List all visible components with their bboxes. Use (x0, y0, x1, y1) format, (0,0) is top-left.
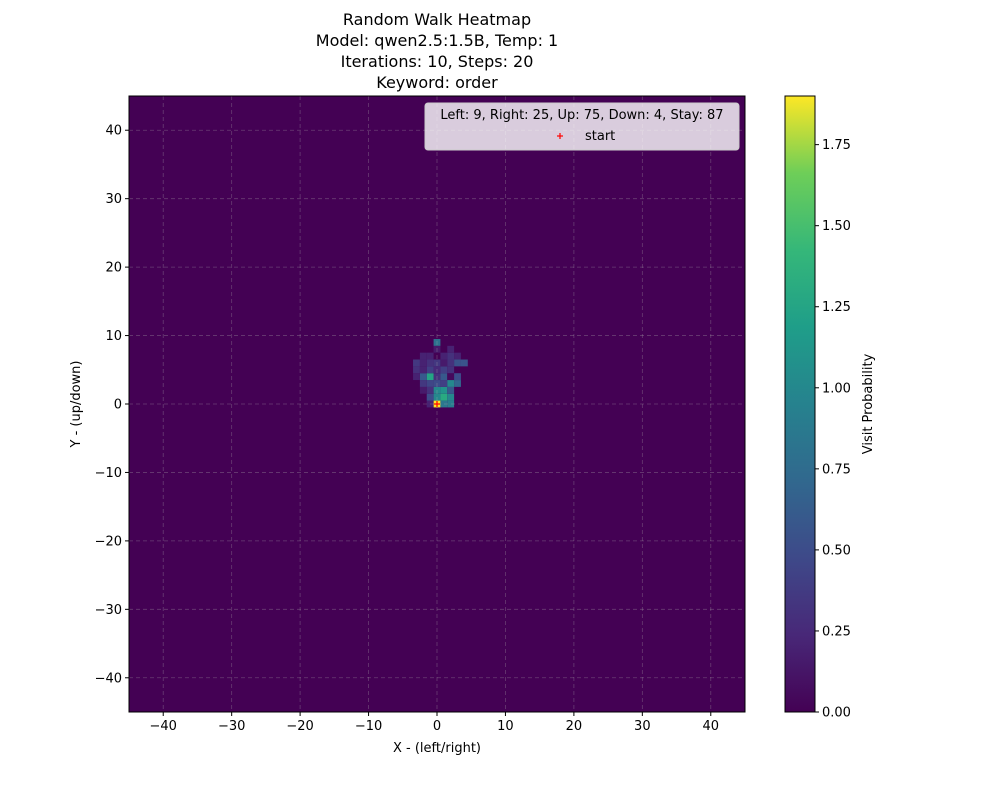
heatmap-cell (440, 380, 448, 387)
colorbar-tick-label: 0.00 (822, 706, 851, 721)
heatmap-cell (440, 366, 448, 374)
heatmap-cell (454, 373, 461, 381)
colorbar-tick-label: 1.25 (822, 300, 851, 315)
title-line: Model: qwen2.5:1.5B, Temp: 1 (316, 31, 558, 50)
heatmap-cell (413, 373, 420, 381)
y-tick-label: 20 (105, 261, 122, 276)
y-tick-label: 10 (105, 329, 122, 344)
x-axis-ticks: −40 −30 −20 −10 0 10 20 30 40 (150, 712, 720, 734)
x-tick-label: 10 (497, 719, 514, 734)
heatmap-cell (447, 366, 455, 374)
colorbar-tick-label: 0.25 (822, 624, 851, 639)
heatmap-cell (447, 400, 455, 408)
x-tick-label: −40 (150, 719, 177, 734)
x-tick-label: 20 (566, 719, 583, 734)
heatmap-cell (433, 359, 441, 367)
heatmap-cell (460, 359, 468, 367)
heatmap-cell (413, 359, 420, 367)
heatmap-cell (433, 338, 441, 346)
heatmap-cell (433, 373, 441, 381)
y-tick-label: 40 (105, 124, 122, 139)
y-tick-label: −40 (95, 671, 122, 686)
heatmap-cell (454, 359, 461, 367)
heatmap-cell (426, 366, 434, 374)
heatmap-cell (454, 352, 461, 360)
heatmap-cell (440, 393, 448, 401)
x-tick-label: 0 (433, 719, 441, 734)
heatmap-cell (447, 386, 455, 394)
heatmap-cell (419, 352, 427, 360)
title-line: Keyword: order (376, 73, 498, 92)
heatmap-cell (419, 380, 427, 387)
heatmap-cell (433, 393, 441, 401)
heatmap-cell (419, 366, 427, 374)
x-tick-label: −10 (355, 719, 382, 734)
x-axis-label: X - (left/right) (393, 741, 481, 756)
legend: Left: 9, Right: 25, Up: 75, Down: 4, Sta… (424, 102, 740, 151)
legend-start-marker (557, 133, 563, 139)
heatmap-cells (413, 338, 468, 408)
legend-box (424, 102, 740, 151)
heatmap-cell (447, 352, 455, 360)
heatmap-cell (440, 373, 448, 381)
x-tick-label: 30 (634, 719, 651, 734)
heatmap-cell (426, 386, 434, 394)
start-marker (434, 401, 440, 407)
heatmap-cell (440, 400, 448, 408)
heatmap-cell (447, 345, 455, 353)
y-tick-label: 30 (105, 192, 122, 207)
legend-title: Left: 9, Right: 25, Up: 75, Down: 4, Sta… (440, 108, 723, 123)
heatmap-cell (433, 386, 441, 394)
heatmap-cell (426, 400, 434, 408)
heatmap-cell (413, 366, 420, 374)
heatmap-cell (454, 380, 461, 387)
heatmap-cell (426, 352, 434, 360)
heatmap-cell (419, 373, 427, 381)
colorbar-tick-label: 0.75 (822, 462, 851, 477)
colorbar (784, 95, 816, 713)
colorbar-ticks: 0.00 0.25 0.50 0.75 1.00 1.25 1.50 1.75 (815, 138, 851, 721)
colorbar-tick-label: 1.50 (822, 219, 851, 234)
heatmap-cell (433, 345, 441, 353)
heatmap-cell (447, 359, 455, 367)
title-line: Iterations: 10, Steps: 20 (341, 52, 534, 71)
y-tick-label: −30 (95, 603, 122, 618)
heatmap-cell (419, 386, 427, 394)
heatmap-cell (440, 352, 448, 360)
y-tick-label: −20 (95, 534, 122, 549)
x-tick-label: −20 (286, 719, 313, 734)
y-tick-label: 0 (114, 398, 122, 413)
heatmap-cell (447, 393, 455, 401)
y-axis-label: Y - (up/down) (69, 361, 84, 449)
heatmap-cell (426, 380, 434, 387)
heatmap-cell (440, 386, 448, 394)
heatmap-cell (447, 373, 455, 381)
x-tick-label: 40 (703, 719, 720, 734)
heatmap-cell (447, 380, 455, 387)
heatmap-cell (426, 373, 434, 381)
colorbar-tick-label: 1.00 (822, 381, 851, 396)
heatmap-cell (426, 359, 434, 367)
heatmap-cell (433, 380, 441, 387)
title-line: Random Walk Heatmap (343, 10, 531, 29)
colorbar-tick-label: 1.75 (822, 138, 851, 153)
x-tick-label: −30 (218, 719, 245, 734)
colorbar-label: Visit Probability (861, 353, 876, 454)
y-tick-label: −10 (95, 466, 122, 481)
heatmap-cell (419, 359, 427, 367)
heatmap-cell (440, 359, 448, 367)
y-axis-ticks: −40 −30 −20 −10 0 10 20 30 40 (95, 124, 129, 686)
heatmap-cell (433, 366, 441, 374)
heatmap-cell (426, 393, 434, 401)
legend-entry-label: start (585, 129, 615, 144)
colorbar-tick-label: 0.50 (822, 543, 851, 558)
chart-title: Random Walk Heatmap Model: qwen2.5:1.5B,… (316, 10, 558, 92)
